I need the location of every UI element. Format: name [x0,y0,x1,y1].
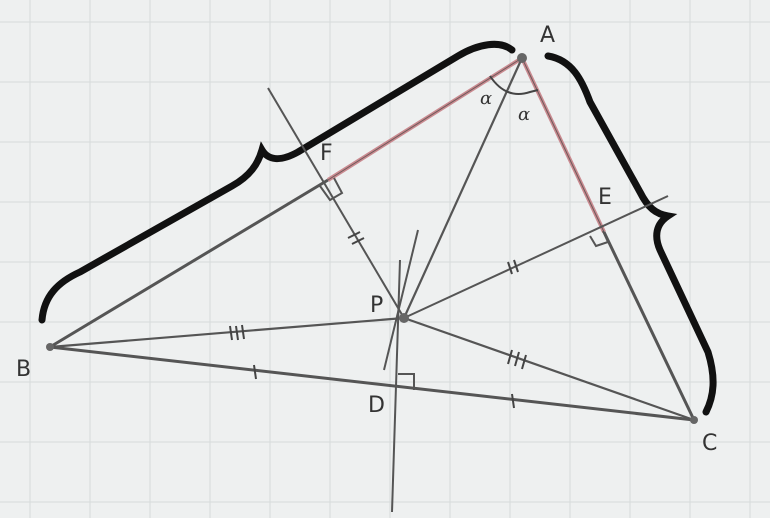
label-p: P [370,293,383,318]
brace-ac [544,52,717,416]
label-c: C [702,431,717,456]
right-angle-e [589,230,610,248]
label-b: B [16,357,31,382]
label-e: E [598,185,612,210]
angle-label-right: α [518,104,530,125]
label-d: D [368,393,385,418]
tick-marks [229,231,527,409]
right-angle-d [398,373,415,390]
label-f: F [320,141,333,166]
angle-arc-a [489,75,539,95]
label-a: A [540,23,555,48]
angle-label-left: α [480,88,492,109]
brace-ab [38,40,516,324]
triangle-sides [49,178,696,422]
perpendicular-lines [267,87,669,513]
vertex-points [46,53,698,424]
right-angle-f [319,177,344,202]
segments-from-p [49,57,695,422]
